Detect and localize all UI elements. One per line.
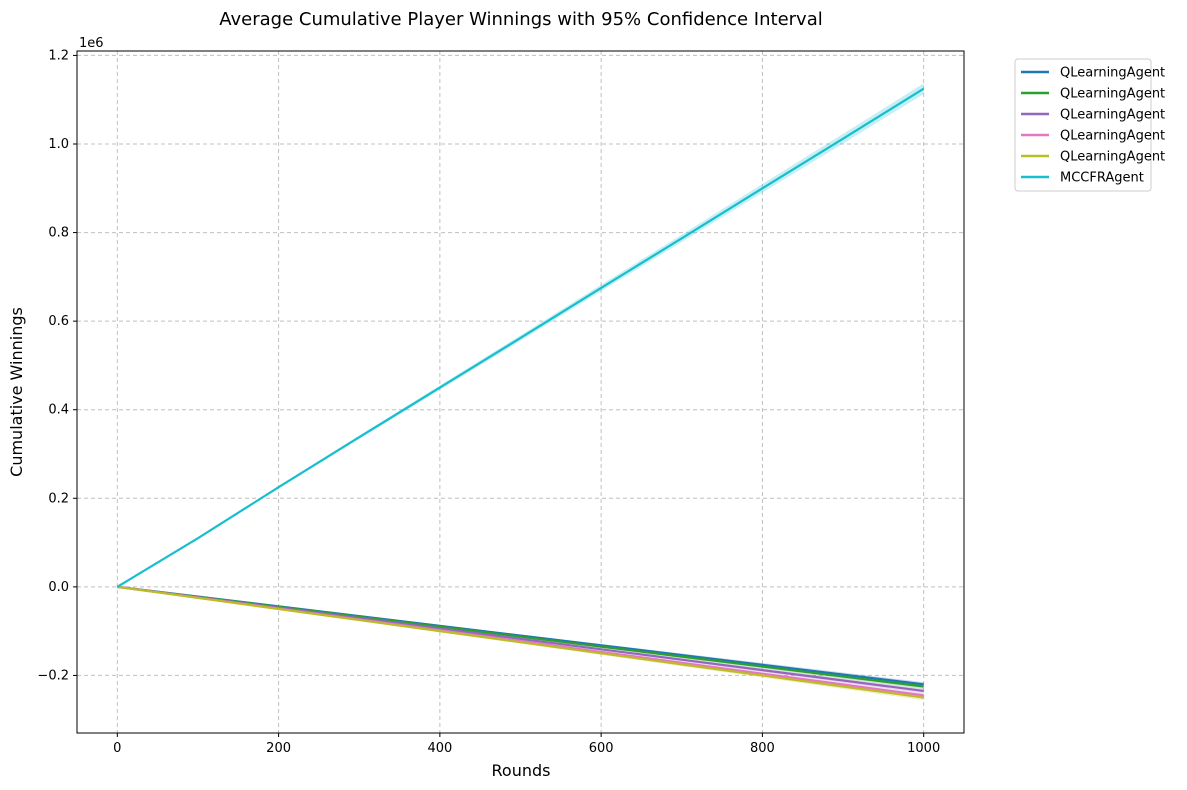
series-4-line: [117, 585, 924, 699]
legend-label: QLearningAgent: [1060, 129, 1165, 144]
series-lines: [116, 87, 925, 699]
legend-label: QLearningAgent: [1060, 150, 1165, 165]
y-scale-note: 1e6: [79, 36, 104, 51]
y-axis-ticks: −0.2 0.0 0.2 0.4 0.6 0.8 1.0 1.2: [37, 48, 77, 683]
x-tick-label: 800: [750, 741, 775, 756]
y-tick-label: 0.8: [48, 226, 69, 241]
y-tick-label: 0.2: [48, 491, 69, 506]
plot-frame: [76, 50, 965, 734]
x-tick-label: 200: [266, 741, 291, 756]
legend-label: MCCFRAgent: [1060, 171, 1144, 186]
x-tick-label: 600: [589, 741, 614, 756]
x-tick-label: 0: [113, 741, 121, 756]
x-axis-label: Rounds: [492, 761, 551, 780]
y-tick-label: 1.0: [48, 137, 69, 152]
y-tick-label: 0.4: [48, 403, 69, 418]
y-axis-label: Cumulative Winnings: [7, 307, 26, 477]
y-tick-label: −0.2: [37, 668, 69, 683]
legend-label: QLearningAgent: [1060, 66, 1165, 81]
y-tick-label: 0.6: [48, 314, 69, 329]
x-axis-ticks: 0 200 400 600 800 1000: [113, 733, 940, 756]
y-tick-label: 1.2: [48, 48, 69, 63]
y-tick-label: 0.0: [48, 580, 69, 595]
x-tick-label: 1000: [907, 741, 940, 756]
chart-title: Average Cumulative Player Winnings with …: [219, 9, 822, 30]
series-5-line: [116, 87, 925, 588]
legend-label: QLearningAgent: [1060, 108, 1165, 123]
legend-label: QLearningAgent: [1060, 87, 1165, 102]
x-tick-label: 400: [427, 741, 452, 756]
grid: [77, 51, 964, 733]
legend: QLearningAgent QLearningAgent QLearningAge…: [1014, 58, 1165, 192]
